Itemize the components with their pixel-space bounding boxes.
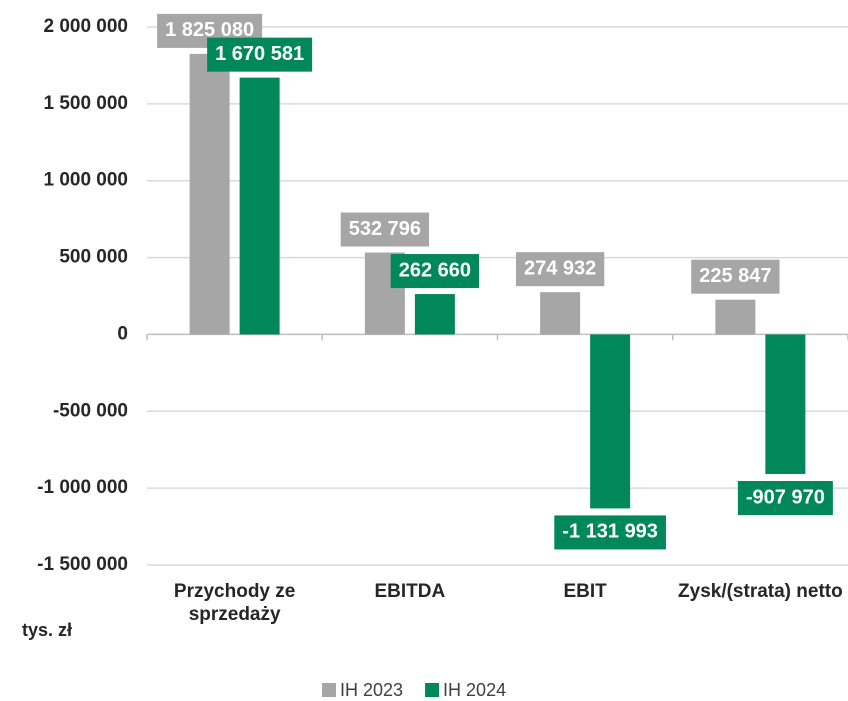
- value-label-box: [554, 515, 666, 550]
- x-tick-label: Zysk/(strata) netto: [678, 581, 843, 602]
- legend-label: IH 2024: [443, 680, 506, 700]
- bar: [239, 77, 280, 335]
- y-tick-label: -500 000: [53, 400, 128, 421]
- value-label-box: [340, 212, 430, 247]
- legend-swatch: [322, 683, 336, 697]
- value-label: 274 932: [524, 257, 596, 279]
- bar: [189, 53, 230, 335]
- value-label: -1 131 993: [562, 521, 658, 543]
- bar: [715, 299, 756, 335]
- value-label-box: [390, 254, 480, 289]
- bar: [414, 294, 455, 335]
- legend-swatch: [425, 683, 440, 697]
- bar: [765, 334, 806, 474]
- value-label: 532 796: [349, 218, 421, 240]
- y-tick-label: -1 500 000: [37, 554, 128, 575]
- y-tick-label: 2 000 000: [43, 16, 128, 37]
- y-tick-label: 1 000 000: [43, 170, 128, 191]
- value-label-box: [737, 480, 833, 515]
- value-label-box: [207, 37, 313, 72]
- y-tick-label: -1 000 000: [37, 477, 128, 498]
- x-tick-label: EBITDA: [374, 581, 446, 602]
- y-tick-label: 500 000: [59, 247, 128, 268]
- value-label-box: [515, 252, 605, 287]
- value-label: -907 970: [746, 486, 825, 508]
- y-tick-label: 0: [117, 323, 128, 344]
- value-label: 1 670 581: [215, 43, 304, 65]
- bar: [540, 292, 581, 335]
- value-label: 1 825 080: [165, 19, 254, 41]
- y-tick-label: 1 500 000: [43, 93, 128, 114]
- x-tick-label: Przychody ze sprzedaży: [173, 581, 296, 625]
- y-unit-label: tys. zł: [22, 620, 73, 640]
- legend-label: IH 2023: [340, 680, 403, 700]
- x-tick-label: EBIT: [563, 581, 607, 602]
- value-label: 262 660: [399, 259, 471, 281]
- value-label: 225 847: [699, 265, 771, 287]
- bar: [590, 334, 631, 509]
- value-label-box: [691, 259, 780, 294]
